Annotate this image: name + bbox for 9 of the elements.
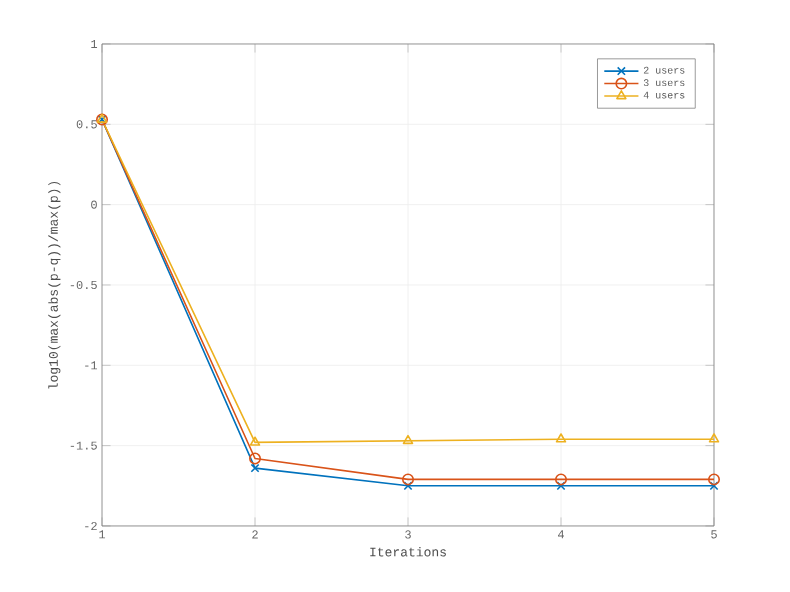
point	[249, 436, 261, 446]
point	[402, 434, 414, 445]
point	[555, 433, 567, 443]
point	[555, 473, 567, 486]
point	[250, 463, 260, 473]
point	[556, 481, 566, 491]
point	[249, 452, 262, 465]
point	[402, 473, 414, 486]
point	[403, 481, 413, 491]
